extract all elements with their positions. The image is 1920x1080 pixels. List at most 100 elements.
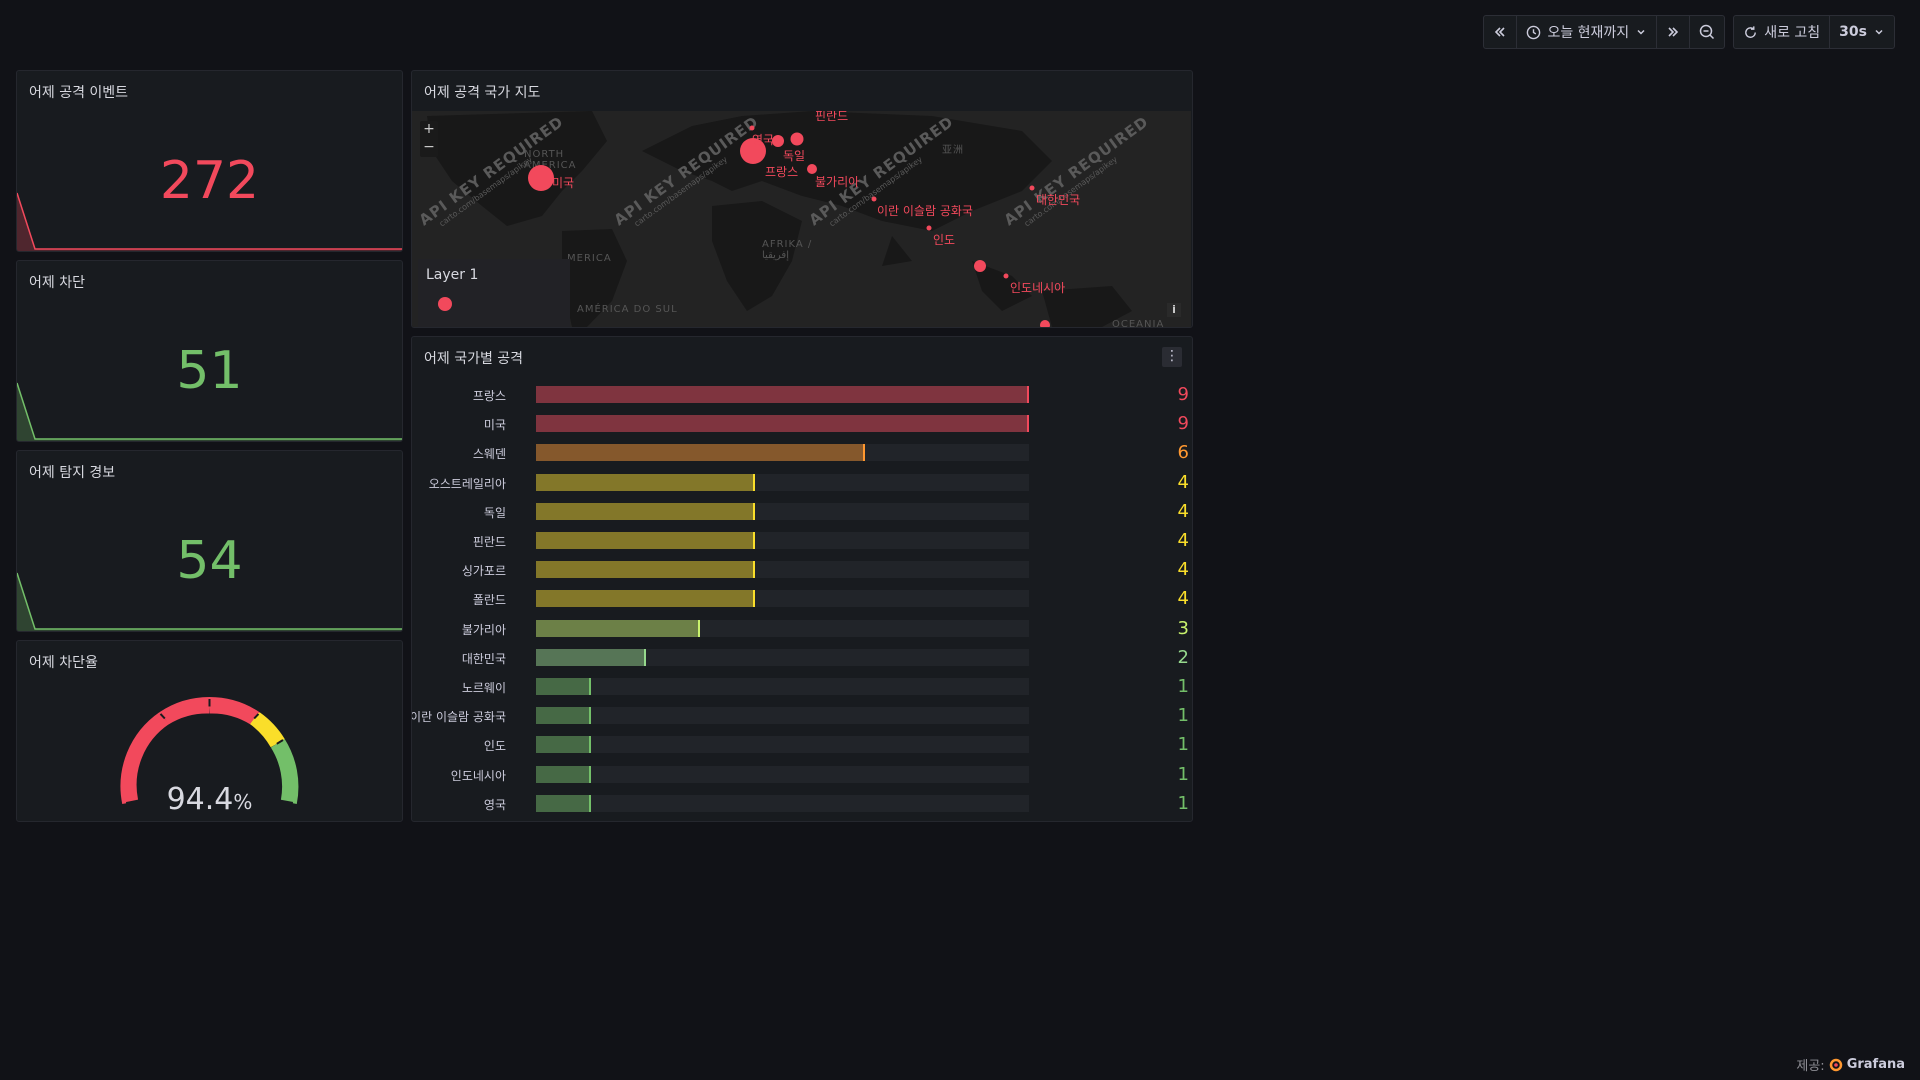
- bar-cap: [753, 502, 755, 520]
- bar-row: 스웨덴 6: [412, 442, 1192, 463]
- map-marker[interactable]: [749, 125, 755, 131]
- double-chevron-right-icon: [1668, 27, 1679, 37]
- bar-cap: [698, 619, 700, 637]
- bar-value: 9: [1177, 413, 1189, 435]
- gauge-panel-block-rate: 어제 차단율 94.4%: [16, 640, 403, 822]
- bar-track: [536, 707, 1029, 725]
- bar-track: [536, 561, 1029, 579]
- geomap-panel: 어제 공격 국가 지도 API KEY REQUIRED carto.com/ba…: [411, 70, 1193, 328]
- footer-prefix: 제공:: [1796, 1059, 1825, 1074]
- bar-track: [536, 765, 1029, 783]
- grafana-logo-icon: [1829, 1058, 1842, 1071]
- chevron-down-icon: [1875, 29, 1883, 35]
- bar-label: 노르웨이: [461, 681, 506, 695]
- bar-row: 노르웨이 1: [412, 676, 1192, 697]
- bar-value: 4: [1177, 559, 1189, 581]
- bar-cap: [589, 678, 591, 695]
- bar-label: 싱가포르: [461, 564, 506, 579]
- bar-track: [536, 736, 1029, 754]
- bar-row: 오스트레일리아 4: [412, 471, 1192, 493]
- panel-title: 어제 국가별 공격: [424, 351, 524, 367]
- time-shift-forward-button[interactable]: [1657, 16, 1691, 48]
- map-marker[interactable]: [807, 164, 817, 174]
- bar-label: 이란 이슬람 공화국: [411, 710, 506, 725]
- map-marker[interactable]: [1040, 320, 1050, 327]
- zoom-in-button[interactable]: +: [423, 121, 435, 137]
- panel-title: 어제 공격 이벤트: [29, 85, 129, 101]
- bar-gauge-panel: 어제 국가별 공격 ⋮ 프랑스 9 미국 9 스웨덴 6 오스트레일리아 4 독일 4 핀란드 4 싱가…: [411, 336, 1193, 822]
- bar-track: [536, 619, 1029, 637]
- map-marker[interactable]: [974, 260, 986, 272]
- bar-label: 프랑스: [472, 389, 506, 403]
- bar-label: 독일: [483, 505, 506, 520]
- bar-label: 영국: [483, 797, 506, 812]
- bar-fill: [536, 648, 646, 666]
- time-shift-back-button[interactable]: [1484, 16, 1518, 48]
- bar-row: 인도네시아 1: [412, 763, 1192, 785]
- panel-menu-button[interactable]: ⋮: [1162, 347, 1182, 367]
- map-marker[interactable]: [740, 138, 766, 164]
- bar-value: 4: [1177, 588, 1189, 610]
- bar-cap: [1027, 386, 1029, 403]
- bar-fill: [536, 678, 591, 695]
- bar-row: 영국 1: [412, 793, 1192, 814]
- time-range-picker[interactable]: 오늘 현재까지: [1517, 16, 1658, 48]
- footer-brand[interactable]: Grafana: [1846, 1057, 1905, 1072]
- bar-fill: [536, 502, 755, 520]
- bar-label: 인도: [483, 739, 506, 754]
- map-legend: Layer 1: [418, 259, 570, 327]
- bar-label: 핀란드: [472, 535, 506, 549]
- stat-panel-alerts: 어제 탐지 경보 54: [16, 450, 403, 632]
- map-country-label: 인도: [933, 233, 956, 247]
- bar-value: 1: [1177, 676, 1189, 697]
- map-marker[interactable]: [528, 165, 554, 191]
- zoom-out-icon: [1699, 24, 1715, 40]
- bar-row: 프랑스 9: [412, 384, 1192, 405]
- panel-title: 어제 공격 국가 지도: [424, 85, 541, 101]
- legend-marker-icon: [438, 297, 452, 311]
- world-map[interactable]: API KEY REQUIRED carto.com/basemaps/apike…: [412, 111, 1191, 327]
- panel-title: 어제 탐지 경보: [29, 465, 116, 481]
- bar-track: [536, 444, 1029, 462]
- refresh-interval-picker[interactable]: 30s: [1830, 16, 1894, 48]
- clock-icon: [1527, 25, 1541, 39]
- map-marker[interactable]: [871, 196, 877, 202]
- bar-cap: [1027, 415, 1029, 433]
- map-marker[interactable]: [926, 225, 932, 231]
- time-picker-group: 오늘 현재까지: [1483, 15, 1726, 49]
- continent-label: AFRIKA / إفريقيا: [762, 239, 813, 261]
- bar-track: [536, 678, 1029, 695]
- bar-track: [536, 648, 1029, 666]
- bar-row: 대한민국 2: [412, 647, 1192, 668]
- bar-cap: [644, 648, 646, 666]
- gauge-value-text: 94.4%: [17, 782, 402, 817]
- bar-value: 4: [1177, 471, 1189, 493]
- bar-value: 1: [1177, 763, 1189, 785]
- bar-fill: [536, 765, 591, 783]
- bar-track: [536, 415, 1029, 433]
- bar-value: 1: [1177, 705, 1189, 727]
- zoom-out-button[interactable]: [1690, 16, 1724, 48]
- bar-label: 인도네시아: [450, 768, 506, 783]
- bar-cap: [753, 561, 755, 579]
- bar-row: 미국 9: [412, 413, 1192, 435]
- map-marker[interactable]: [1029, 185, 1035, 191]
- continent-label: NORTH AMERICA: [524, 149, 577, 171]
- refresh-button[interactable]: 새로 고침: [1734, 16, 1831, 48]
- stat-panel-blocked: 어제 차단 51: [16, 260, 403, 442]
- bar-row: 독일 4: [412, 501, 1192, 522]
- map-marker[interactable]: [790, 132, 804, 146]
- map-country-label: 독일: [783, 149, 806, 163]
- map-marker[interactable]: [1003, 273, 1009, 279]
- zoom-out-map-button[interactable]: −: [423, 139, 435, 155]
- map-marker[interactable]: [772, 135, 784, 147]
- info-icon[interactable]: i: [1167, 303, 1181, 317]
- map-country-label: 이란 이슬람 공화국: [877, 204, 973, 218]
- bar-fill: [536, 619, 700, 637]
- stat-panel-attack-events: 어제 공격 이벤트 272: [16, 70, 403, 252]
- map-country-label: 불가리아: [815, 175, 860, 189]
- stat-value: 54: [176, 531, 243, 591]
- bar-cap: [589, 736, 591, 754]
- bar-track: [536, 590, 1029, 608]
- bar-row: 불가리아 3: [412, 618, 1192, 639]
